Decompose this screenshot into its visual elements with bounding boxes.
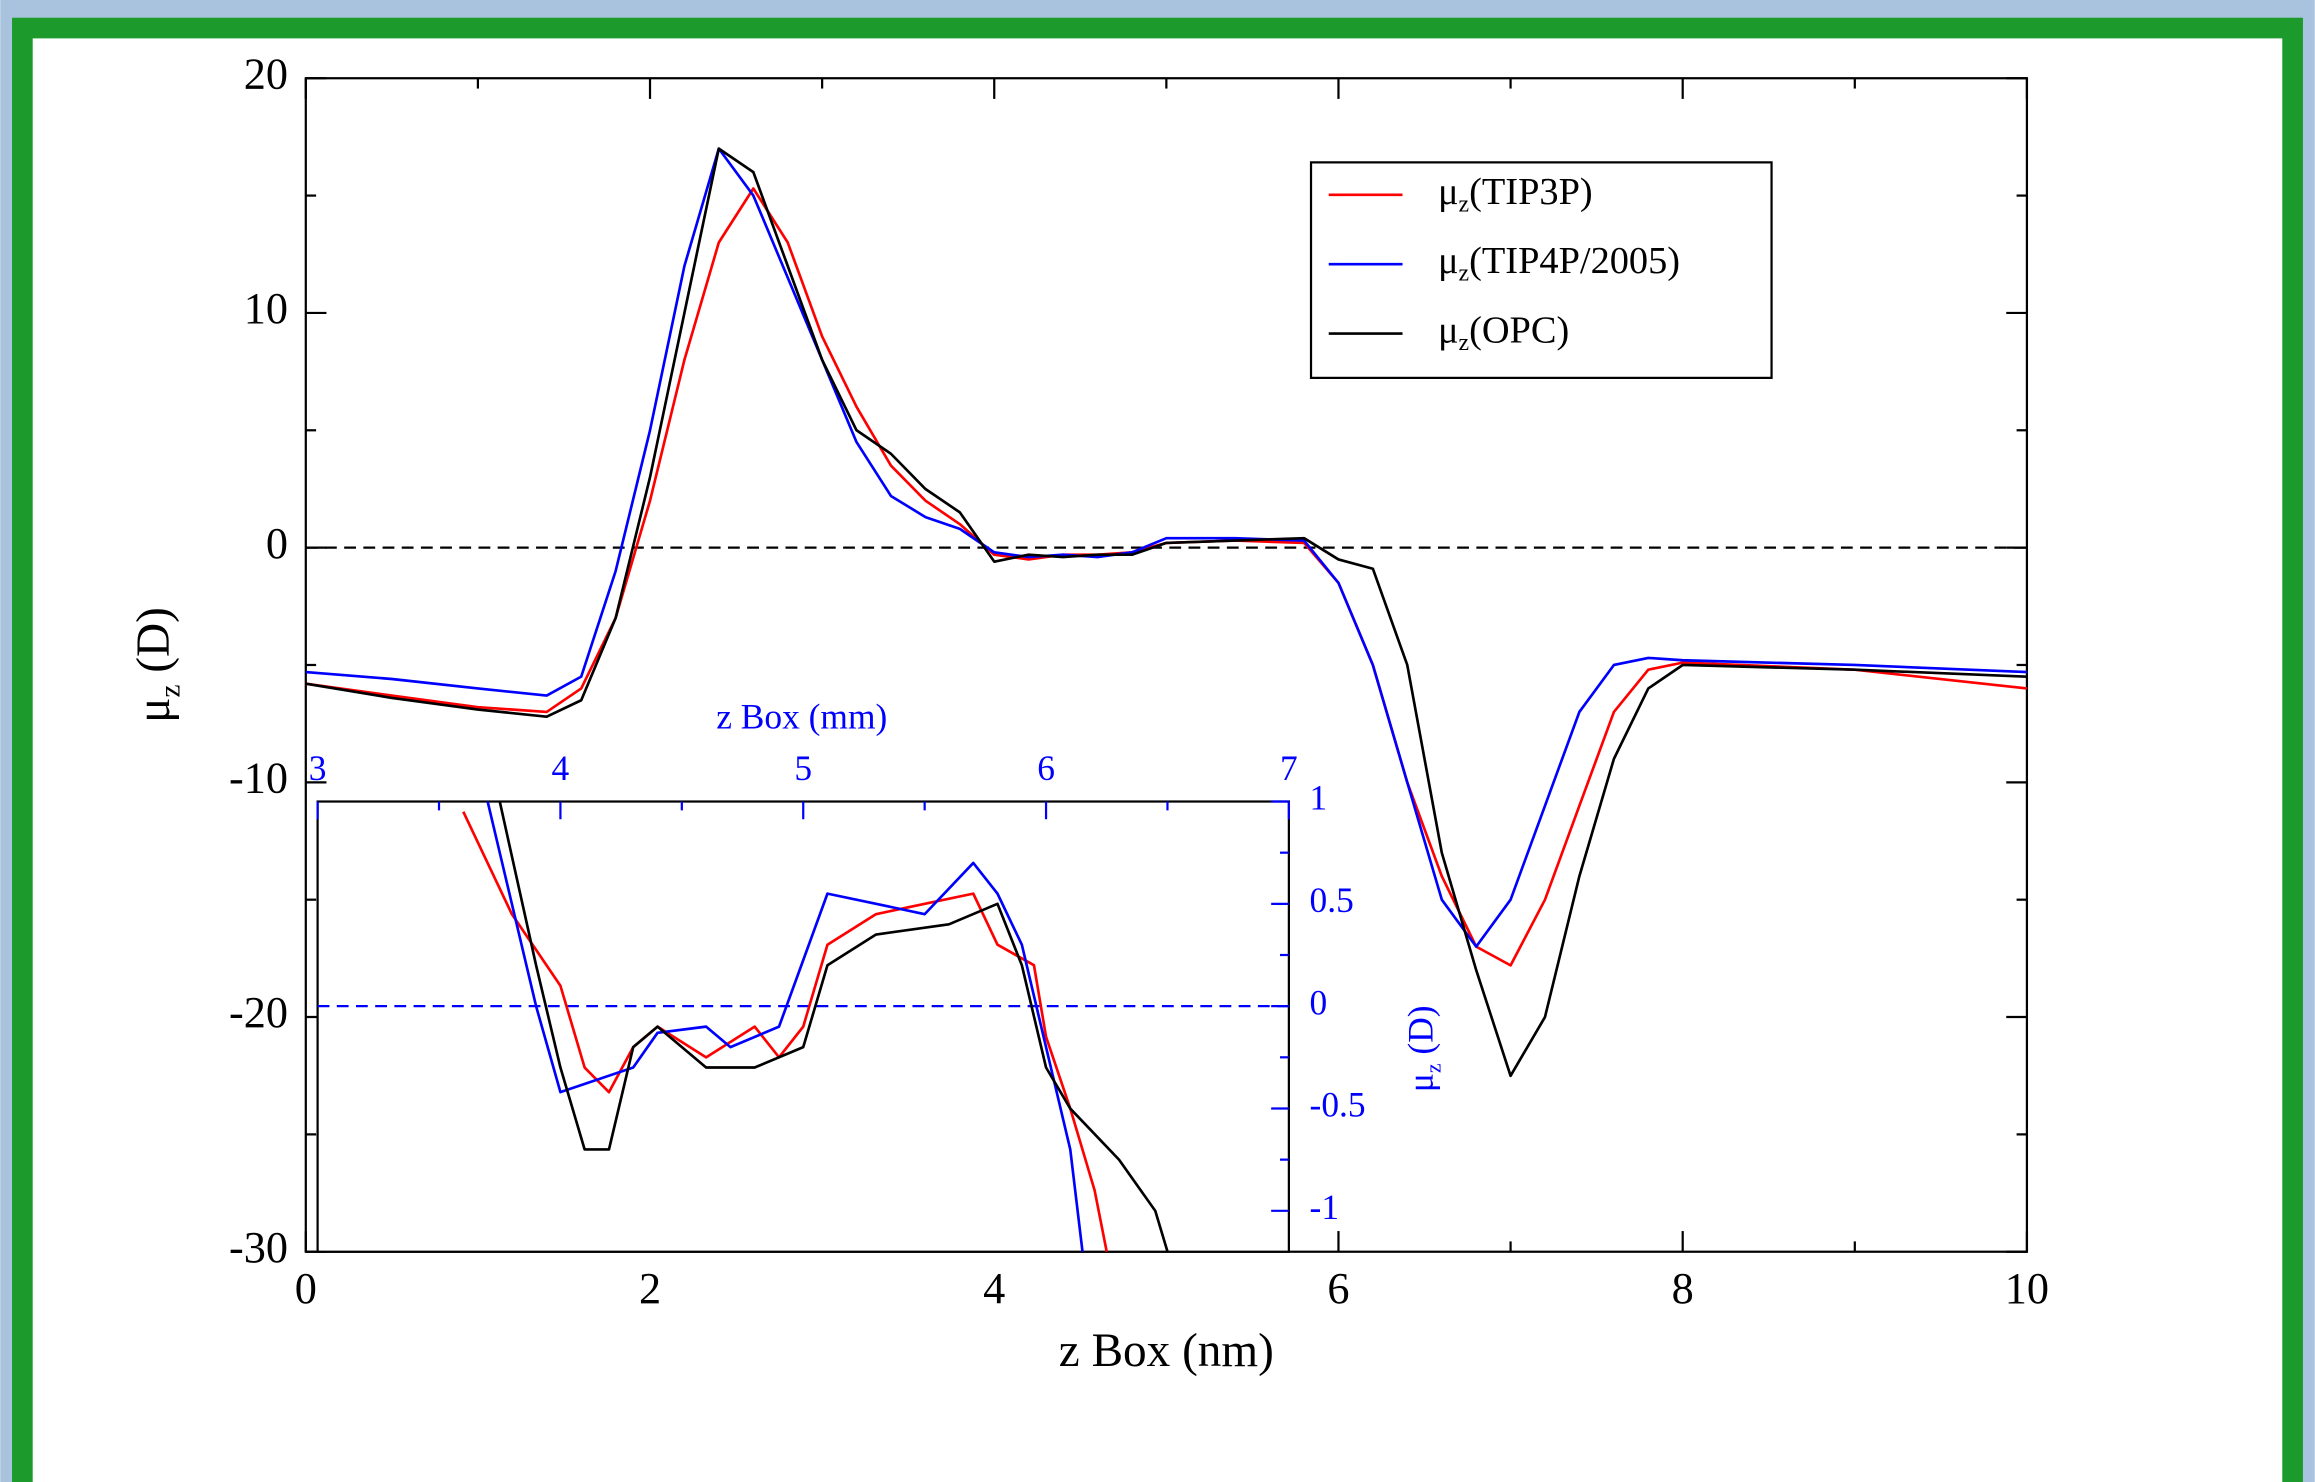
legend-label-part: (TIP4P/2005) — [1469, 240, 1680, 282]
legend-box — [1309, 161, 1773, 379]
x-tick-label: 10 — [2005, 1264, 2049, 1313]
series-line — [305, 147, 2027, 948]
y-axis-label: μz (D) — [1401, 1005, 1446, 1092]
legend-label: μz(OPC) — [1438, 309, 1569, 356]
series-line — [486, 801, 1084, 1252]
x-tick-label: 6 — [1327, 1264, 1349, 1313]
legend-label-part: μ — [1438, 309, 1459, 351]
x-tick-label: 2 — [639, 1264, 661, 1313]
x-tick-label: 5 — [794, 748, 812, 788]
x-tick-label: 8 — [1672, 1264, 1694, 1313]
series-line — [305, 147, 2027, 1078]
y-tick-label: 20 — [244, 49, 288, 98]
legend-label-part: z — [1459, 261, 1470, 287]
y-axis-label-part: z — [154, 684, 186, 697]
legend-label: μz(TIP3P) — [1438, 171, 1593, 218]
y-axis-label-part: μ — [1401, 1073, 1441, 1092]
legend-label-part: μ — [1438, 171, 1459, 213]
legend-label-part: (TIP3P) — [1469, 171, 1593, 213]
y-axis-label: μz (D) — [128, 607, 186, 723]
y-tick-label: -30 — [229, 1223, 288, 1272]
x-tick-label: 6 — [1037, 748, 1055, 788]
legend-label-part: (OPC) — [1469, 309, 1569, 351]
x-tick-label: 4 — [983, 1264, 1005, 1313]
y-tick-label: -20 — [229, 988, 288, 1037]
x-tick-label: 3 — [309, 748, 327, 788]
legend-label-part: z — [1459, 192, 1470, 218]
x-axis-label: z Box (nm) — [1059, 1325, 1274, 1377]
x-tick-label: 4 — [552, 748, 570, 788]
series-line — [462, 811, 1109, 1252]
legend-label: μz(TIP4P/2005) — [1438, 240, 1680, 287]
series-line — [498, 801, 1169, 1253]
y-tick-label: 0 — [266, 519, 288, 568]
y-tick-label: 0 — [1310, 982, 1328, 1022]
y-axis-label-part: (D) — [128, 607, 180, 684]
y-axis-label-part: μ — [128, 697, 180, 722]
y-axis-label-part: (D) — [1401, 1005, 1441, 1063]
x-tick-label: 7 — [1280, 748, 1298, 788]
x-axis-label: z Box (mm) — [716, 696, 887, 736]
y-tick-label: 1 — [1310, 778, 1328, 818]
y-tick-label: 10 — [244, 284, 288, 333]
legend-label-part: z — [1459, 331, 1470, 357]
y-tick-label: -10 — [229, 753, 288, 802]
plot: 3 4 5 6 7 -1 -0.5 0 0.5 1 z Box (mm) μz (D) — [309, 696, 1446, 1253]
y-axis-label-part: z — [1420, 1063, 1445, 1073]
y-tick-label: 0.5 — [1310, 880, 1354, 920]
y-tick-label: -0.5 — [1310, 1085, 1366, 1125]
legend-label-part: μ — [1438, 240, 1459, 282]
y-tick-label: -1 — [1310, 1187, 1340, 1227]
x-tick-label: 0 — [295, 1264, 317, 1313]
